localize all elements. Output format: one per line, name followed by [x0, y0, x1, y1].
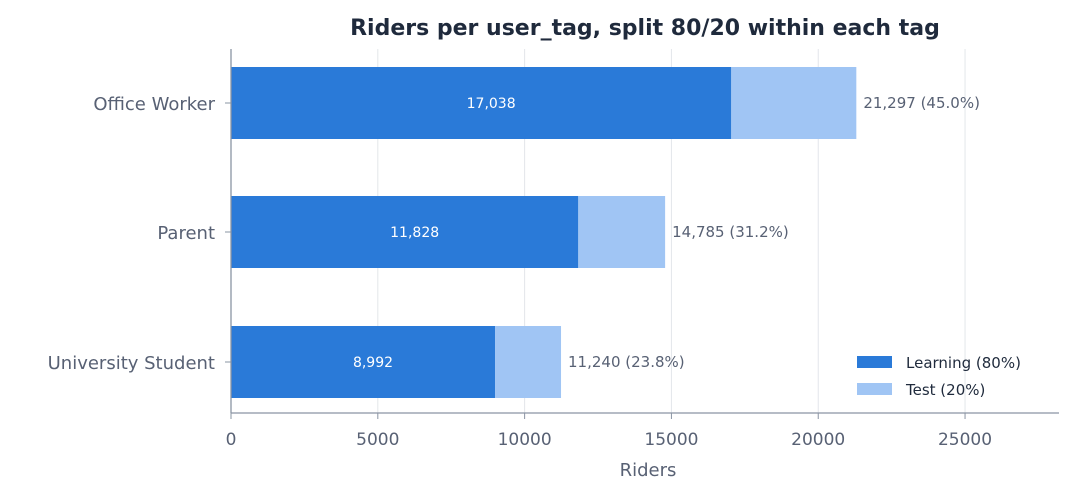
bar-value-label: 17,038: [467, 96, 516, 112]
bar-labels: 17,038 21,297 (45.0%) 11,828 14,785 (31.2%)…: [353, 94, 980, 371]
bar-total-label: 14,785 (31.2%): [672, 223, 789, 241]
bar-learning: [231, 67, 732, 139]
legend: Learning (80%) Test (20%): [857, 354, 1021, 399]
bar-total-label: 11,240 (23.8%): [568, 353, 685, 371]
y-tick-label: University Student: [48, 353, 215, 374]
x-tick-label: 5000: [356, 430, 399, 450]
y-tick-label: Office Worker: [93, 94, 215, 115]
legend-swatch: [857, 383, 892, 395]
bar-value-label: 11,828: [390, 225, 439, 241]
bar-value-label: 8,992: [353, 355, 393, 371]
bar-learning: [231, 196, 579, 268]
chart-title: Riders per user_tag, split 80/20 within …: [350, 16, 940, 41]
x-tick-label: 0: [226, 430, 237, 450]
bar-test: [495, 326, 562, 398]
x-tick-label: 15000: [644, 430, 698, 450]
y-tick-label: Parent: [157, 223, 215, 244]
bar-test: [731, 67, 857, 139]
legend-swatch: [857, 356, 892, 368]
bar-test: [578, 196, 666, 268]
bar-total-label: 21,297 (45.0%): [863, 94, 980, 112]
bars: [231, 67, 857, 398]
x-tick-label: 25000: [938, 430, 992, 450]
x-tick-label: 10000: [498, 430, 552, 450]
x-tick-label: 20000: [791, 430, 845, 450]
axes: 0 5000 10000 15000 20000 25000 Office Worker Pa…: [48, 49, 1059, 450]
legend-entry: Test (20%): [905, 381, 985, 399]
legend-entry: Learning (80%): [906, 354, 1021, 372]
bar-learning: [231, 326, 496, 398]
x-axis-label: Riders: [620, 460, 677, 481]
